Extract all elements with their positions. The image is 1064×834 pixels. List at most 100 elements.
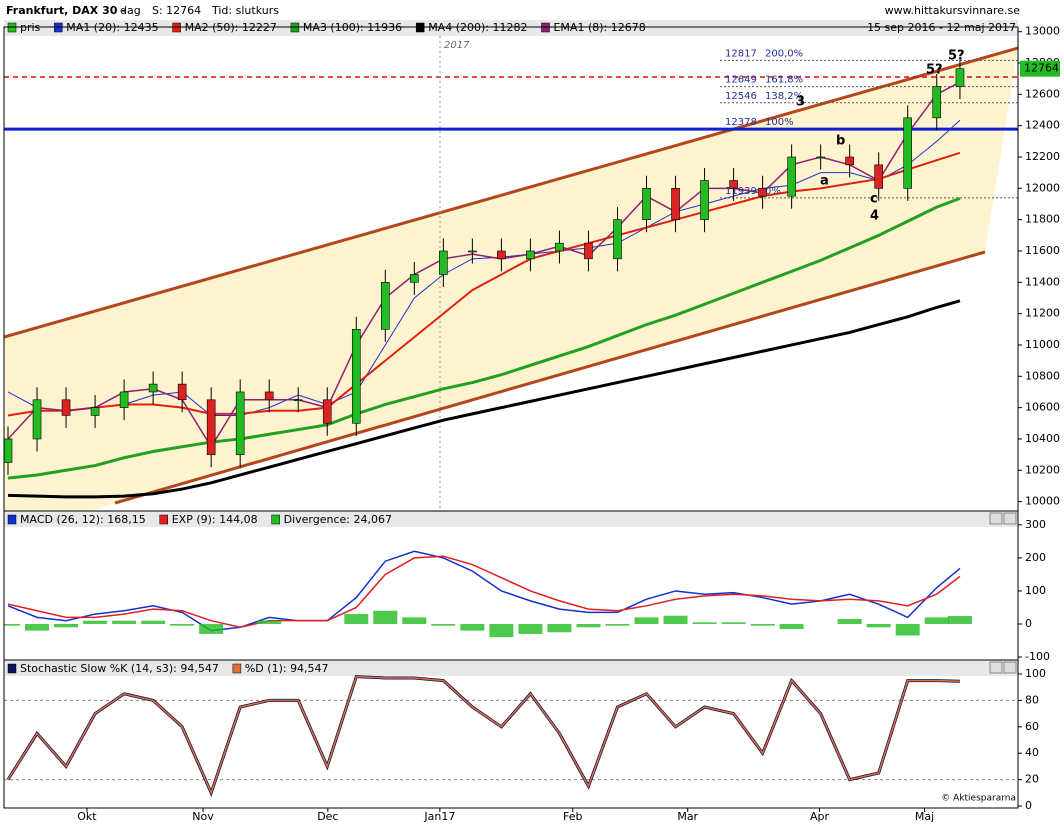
candle-body (410, 274, 419, 283)
y-tick-label: 11800 (1025, 213, 1060, 226)
divergence-bar (518, 623, 543, 634)
candle-body (177, 383, 187, 401)
moving-average (7, 299, 961, 499)
last-price: S: 12764 (152, 4, 201, 17)
y-tick-label: 100 (1025, 584, 1046, 597)
candle-body (845, 156, 854, 166)
divergence-bar (489, 623, 514, 638)
legend-label: EXP (9): 144,08 (172, 513, 258, 526)
candle-body (787, 156, 796, 197)
x-tick-label: Nov (192, 810, 214, 823)
moving-average (7, 81, 961, 449)
candle-body (932, 86, 942, 119)
y-tick-label: 11200 (1025, 307, 1060, 320)
legend-swatch (232, 663, 242, 674)
fib-label: 100% (765, 117, 794, 128)
indicator-line (7, 675, 960, 795)
legend-label: %D (1): 94,547 (245, 662, 329, 675)
divergence-bar (4, 623, 21, 626)
x-tick-label: Okt (77, 810, 97, 823)
divergence-bar (947, 616, 972, 624)
divergence-bar (141, 620, 166, 624)
divergence-bar (605, 623, 630, 626)
y-tick-label: 11000 (1025, 338, 1060, 351)
candle-body (32, 399, 42, 440)
chart-title: Frankfurt, DAX 30 - (6, 4, 126, 17)
candle-body (642, 188, 651, 220)
y-tick-label: -100 (1025, 650, 1050, 663)
candle-body (700, 180, 709, 220)
legend-swatch (159, 514, 168, 525)
candle-body (119, 391, 129, 408)
x-tick-label: Maj (915, 810, 934, 823)
candle-body (264, 391, 274, 401)
legend-swatch (7, 514, 17, 525)
y-tick-label: 11400 (1025, 275, 1060, 288)
divergence-bar (402, 617, 427, 624)
candle-body (758, 188, 767, 197)
candle-body (235, 391, 245, 455)
site[interactable]: www.hittakursvinnare.se (885, 4, 1021, 17)
legend-label: Divergence: 24,067 (284, 513, 392, 526)
fib-value: 12378 (725, 117, 757, 128)
y-tick-label: 40 (1025, 746, 1039, 759)
candle-body (61, 399, 71, 416)
divergence-bar (460, 623, 485, 631)
y-tick-label: 12600 (1025, 87, 1060, 100)
divergence-bar (721, 622, 746, 624)
divergence-bar (750, 623, 775, 626)
candle-body (4, 438, 13, 463)
candle-body (206, 399, 216, 455)
plot (6, 675, 960, 797)
y-tick-label: 0 (1025, 799, 1032, 812)
fib-value: 12649 (725, 75, 757, 86)
divergence-bar (373, 610, 398, 624)
panel-frame (3, 659, 1019, 809)
legend-swatch (7, 663, 17, 674)
candle-body (555, 242, 564, 252)
y-tick-label: 10400 (1025, 432, 1060, 445)
divergence-bar (25, 623, 50, 631)
candle-body (148, 383, 158, 393)
fib-label: 138,2% (765, 91, 803, 102)
divergence-bar (112, 620, 137, 624)
x-tick-label: Feb (563, 810, 582, 823)
y-tick-label: 12000 (1025, 181, 1060, 194)
divergence-bar (634, 617, 659, 624)
y-tick-label: 80 (1025, 693, 1039, 706)
candle-body (903, 117, 913, 189)
indicator-line (7, 550, 961, 632)
legend-label: MACD (26, 12): 168,15 (20, 513, 146, 526)
y-tick-label: 11600 (1025, 244, 1060, 257)
divergence-bar (344, 614, 369, 624)
y-tick-label: 12200 (1025, 150, 1060, 163)
candle-body (584, 242, 593, 260)
candle-body (90, 407, 100, 416)
tool-button[interactable] (989, 661, 1003, 674)
candle-body (293, 399, 303, 402)
y-tick-label: 10800 (1025, 369, 1060, 382)
candle-body (439, 250, 448, 275)
x-tick-label: Apr (810, 810, 830, 823)
divergence-bar (837, 619, 862, 624)
indicator-line (7, 555, 961, 629)
close-button[interactable] (1003, 661, 1017, 674)
divergence-bar (924, 617, 949, 624)
divergence-bar (170, 623, 195, 626)
y-tick-label: 10000 (1025, 495, 1060, 508)
plot (4, 550, 972, 638)
close-button[interactable] (1003, 512, 1017, 525)
moving-average (7, 151, 961, 417)
y-tick-label: 10200 (1025, 463, 1060, 476)
channel-lower (114, 250, 986, 505)
divergence-bar (199, 623, 224, 634)
y-tick-label: 60 (1025, 720, 1039, 733)
divergence-bar (576, 623, 601, 628)
wave-label: a (820, 174, 829, 189)
x-tick-label: Jan17 (423, 810, 455, 823)
wave-label: 4 (870, 209, 879, 224)
tool-button[interactable] (989, 512, 1003, 525)
fib-value: 11939 (725, 186, 757, 197)
candle-body (322, 399, 332, 424)
